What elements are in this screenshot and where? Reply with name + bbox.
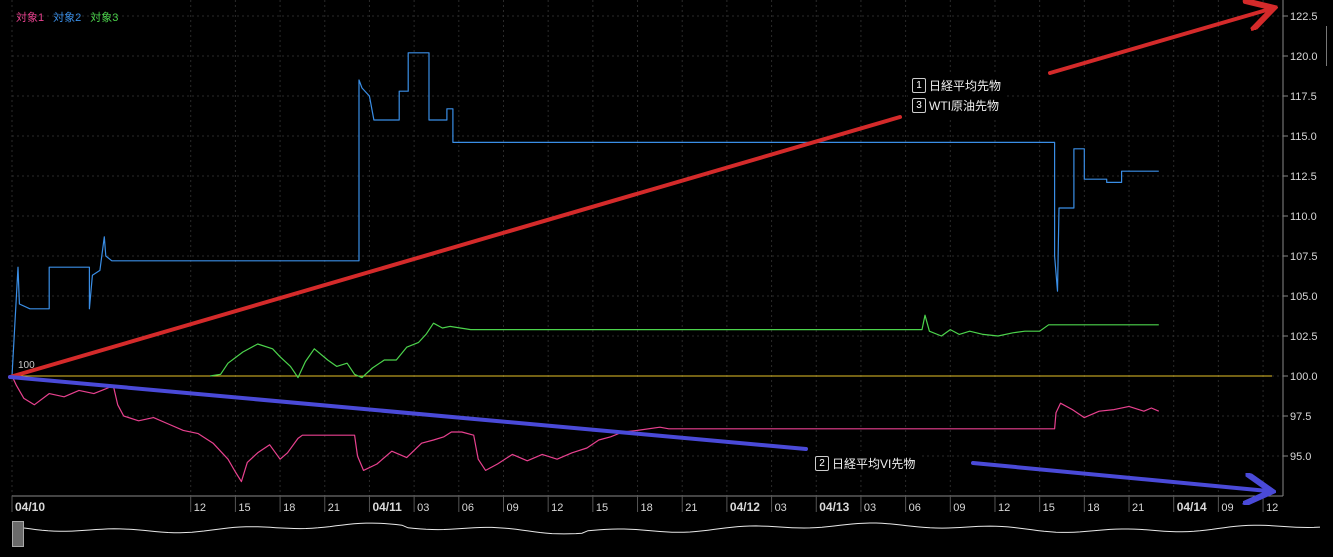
x-tick-label: 18	[283, 502, 295, 514]
navigator-bar[interactable]	[10, 516, 1333, 552]
y-tick-label: 105.0	[1290, 291, 1318, 303]
x-tick-label: 15	[238, 502, 250, 514]
x-tick-label: 04/10	[15, 500, 45, 514]
x-tick-label: 03	[864, 502, 876, 514]
trend-arrow-red[interactable]	[8, 115, 902, 379]
annotation-item: 3 WTI原油先物	[912, 95, 1001, 115]
y-tick-label: 112.5	[1290, 171, 1317, 183]
x-tick-label: 12	[551, 502, 563, 514]
x-tick-label: 06	[462, 502, 474, 514]
legend-item-3: 対象3	[90, 12, 119, 24]
y-tick-label: 117.5	[1290, 91, 1317, 103]
trend-arrow-blue[interactable]	[8, 375, 808, 451]
legend-item-1: 対象1	[16, 12, 45, 24]
navigator-line	[23, 522, 1321, 535]
series-lines	[11, 52, 1160, 483]
y-tick-label: 97.5	[1290, 411, 1311, 423]
annotation-number: 2	[815, 455, 829, 471]
x-tick-label: 12	[194, 502, 206, 514]
trend-arrow-red-head[interactable]	[1048, 9, 1270, 75]
x-tick-label: 18	[1087, 502, 1099, 514]
series-line-対象1	[11, 375, 1160, 483]
x-axis-ticks: 04/10 12 15 18 21 04/11 03 06 09 12 15 18 21 04/12 03 0…	[11, 496, 1278, 514]
trend-arrow-blue-head[interactable]	[971, 461, 1268, 491]
annotation-label: 日経平均先物	[929, 78, 1002, 93]
annotation-box-bottom: 2 日経平均VI先物	[811, 451, 920, 475]
x-tick-label: 03	[775, 502, 787, 514]
x-tick-label: 21	[328, 502, 340, 514]
legend: 対象1 対象2 対象3	[16, 9, 118, 25]
annotation-item: 1 日経平均先物	[912, 75, 1001, 95]
navigator-handle[interactable]	[12, 521, 24, 547]
x-tick-label: 21	[685, 502, 697, 514]
annotation-label: WTI原油先物	[929, 98, 999, 113]
x-tick-label: 12	[998, 502, 1010, 514]
x-tick-label: 15	[1043, 502, 1055, 514]
annotation-number: 3	[912, 97, 926, 113]
x-tick-label: 18	[641, 502, 653, 514]
grid-lines	[11, 0, 1283, 496]
x-tick-label: 03	[417, 502, 429, 514]
x-tick-label: 09	[506, 502, 518, 514]
x-tick-label: 04/14	[1177, 500, 1207, 514]
x-tick-label: 04/13	[819, 500, 849, 514]
annotation-number: 1	[912, 77, 926, 93]
annotation-box-top: 1 日経平均先物 3 WTI原油先物	[908, 73, 1006, 117]
x-tick-label: 09	[953, 502, 965, 514]
y-tick-label: 107.5	[1290, 251, 1318, 263]
y-tick-label: 100.0	[1290, 371, 1318, 383]
x-tick-label: 06	[909, 502, 921, 514]
baseline-label: 100	[18, 360, 35, 371]
y-tick-label: 115.0	[1290, 131, 1317, 143]
x-tick-label: 09	[1221, 502, 1233, 514]
y-tick-label: 95.0	[1290, 451, 1311, 463]
annotation-label: 日経平均VI先物	[832, 456, 916, 471]
y-tick-label: 122.5	[1290, 11, 1318, 23]
annotation-item: 2 日経平均VI先物	[815, 453, 915, 473]
series-line-対象3	[210, 314, 1159, 379]
y-tick-label: 110.0	[1290, 211, 1317, 223]
legend-item-2: 対象2	[53, 12, 82, 24]
x-tick-label: 21	[1132, 502, 1144, 514]
x-tick-label: 12	[1266, 502, 1278, 514]
x-tick-label: 04/11	[372, 500, 402, 514]
y-tick-label: 102.5	[1290, 331, 1318, 343]
series-line-対象2	[11, 52, 1159, 377]
x-tick-label: 15	[596, 502, 608, 514]
x-tick-label: 04/12	[730, 500, 760, 514]
y-axis-scroll-handle[interactable]	[1326, 26, 1333, 66]
y-tick-label: 120.0	[1290, 51, 1318, 63]
y-axis-ticks: 95.0 97.5 100.0 102.5 105.0 107.5 110.0 112.5 11…	[1283, 11, 1318, 463]
